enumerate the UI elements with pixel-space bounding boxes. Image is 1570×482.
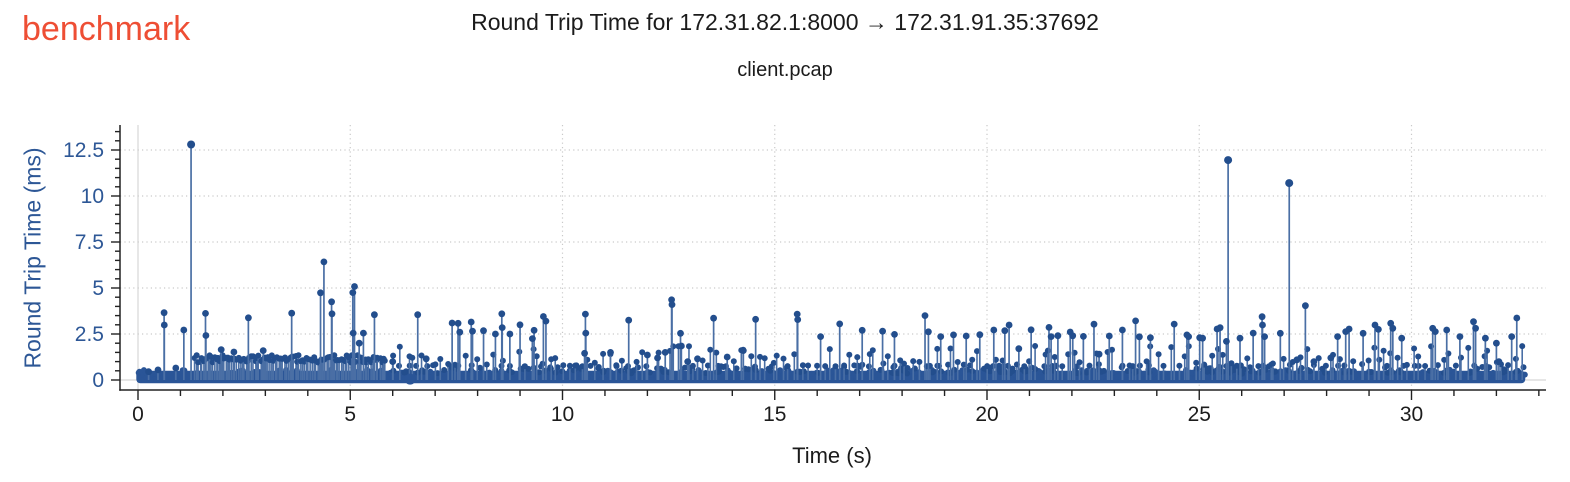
svg-text:12.5: 12.5 (63, 139, 104, 162)
svg-text:15: 15 (763, 403, 786, 426)
svg-text:5: 5 (92, 277, 104, 300)
svg-text:0: 0 (132, 403, 144, 426)
chart-subtitle: client.pcap (737, 59, 833, 81)
svg-text:0: 0 (92, 369, 104, 392)
svg-text:25: 25 (1188, 403, 1211, 426)
svg-text:30: 30 (1400, 403, 1423, 426)
svg-text:2.5: 2.5 (75, 323, 104, 346)
benchmark-logo: benchmark (22, 10, 191, 48)
svg-text:10: 10 (551, 403, 574, 426)
svg-text:10: 10 (81, 185, 104, 208)
x-axis-label: Time (s) (792, 443, 872, 468)
svg-text:7.5: 7.5 (75, 231, 104, 254)
svg-text:20: 20 (975, 403, 998, 426)
svg-text:5: 5 (344, 403, 356, 426)
chart-title: Round Trip Time for 172.31.82.1:8000 → 1… (471, 9, 1099, 35)
